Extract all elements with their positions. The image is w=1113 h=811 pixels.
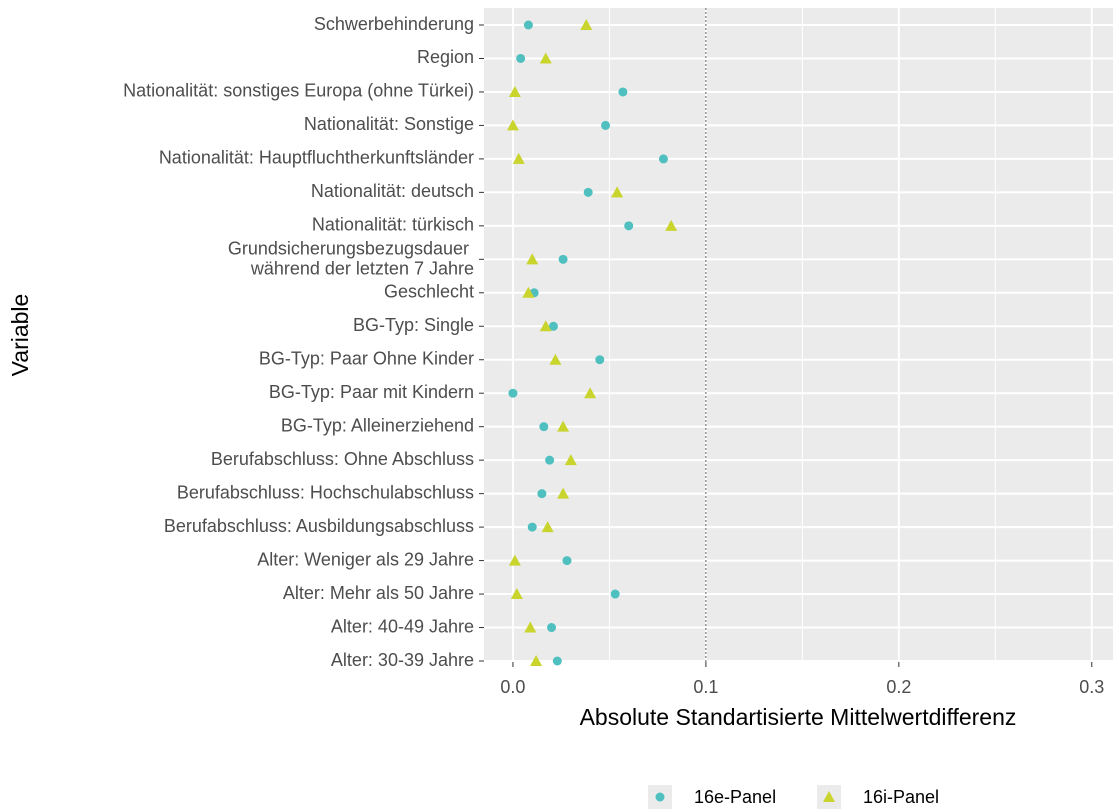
point <box>547 623 557 633</box>
y-tick-label: BG-Typ: Single <box>353 315 474 335</box>
point <box>530 655 543 666</box>
x-tick-label: 0.0 <box>500 677 525 697</box>
y-tick-label: BG-Typ: Alleinerziehend <box>281 415 474 435</box>
point <box>618 87 628 97</box>
y-tick-label: Nationalität: deutsch <box>311 181 474 201</box>
y-tick-label: Schwerbehinderung <box>314 14 474 34</box>
x-tick-label: 0.2 <box>886 677 911 697</box>
point <box>562 556 572 566</box>
point <box>548 321 558 331</box>
point <box>552 656 562 666</box>
legend-marker <box>823 791 835 802</box>
y-tick-label: Berufabschluss: Hochschulabschluss <box>177 482 474 502</box>
y-tick-label: Geschlecht <box>384 282 474 302</box>
y-tick-label: Nationalität: Sonstige <box>304 114 474 134</box>
x-tick-label: 0.3 <box>1079 677 1104 697</box>
point <box>611 186 624 198</box>
y-tick-label: BG-Typ: Paar Ohne Kinder <box>259 348 474 368</box>
y-tick-label: Nationalität: Hauptfluchtherkunftsländer <box>159 148 474 168</box>
point <box>624 221 634 231</box>
point <box>508 388 518 398</box>
x-axis-label: Absolute Standartisierte Mittelwertdiffe… <box>580 704 1017 730</box>
legend-marker <box>655 792 665 802</box>
point <box>506 119 519 131</box>
point <box>508 85 521 97</box>
y-tick-label: BG-Typ: Paar mit Kindern <box>269 382 474 402</box>
point <box>539 422 549 432</box>
point <box>524 621 537 633</box>
point <box>665 219 678 231</box>
point <box>527 522 537 532</box>
y-tick-label: Alter: 30-39 Jahre <box>331 650 474 670</box>
legend-label: 16e-Panel <box>694 787 776 807</box>
point <box>557 420 570 432</box>
point <box>541 521 554 533</box>
panel <box>484 8 1113 662</box>
point <box>516 53 526 63</box>
point <box>512 152 525 164</box>
point <box>539 52 552 64</box>
point <box>522 286 535 298</box>
point <box>557 487 570 499</box>
point <box>526 253 539 265</box>
point <box>508 554 521 566</box>
point <box>549 353 562 365</box>
y-tick-label: Nationalität: türkisch <box>312 215 474 235</box>
y-tick-label: Alter: Mehr als 50 Jahre <box>283 583 474 603</box>
point <box>558 254 568 264</box>
y-tick-label: Nationalität: sonstiges Europa (ohne Tür… <box>123 81 474 101</box>
point <box>580 19 593 30</box>
x-tick-label: 0.1 <box>693 677 718 697</box>
y-tick-label: Berufabschluss: Ohne Abschluss <box>211 449 474 469</box>
y-tick-label: Region <box>417 47 474 67</box>
point <box>658 154 668 164</box>
point <box>545 455 555 465</box>
point <box>564 454 577 466</box>
y-axis-label: Variable <box>7 294 33 377</box>
point <box>510 588 523 600</box>
point <box>539 320 552 332</box>
point <box>583 187 593 197</box>
point <box>537 489 547 499</box>
point <box>595 355 605 365</box>
y-tick-label: Alter: 40-49 Jahre <box>331 616 474 636</box>
point <box>601 120 611 130</box>
point <box>584 387 597 399</box>
y-tick-label: Berufabschluss: Ausbildungsabschluss <box>164 516 474 536</box>
y-tick-label: Grundsicherungsbezugsdauer während der l… <box>228 238 474 278</box>
legend-label: 16i-Panel <box>863 787 939 807</box>
y-tick-label: Alter: Weniger als 29 Jahre <box>257 549 474 569</box>
point <box>523 20 533 30</box>
point <box>610 589 620 599</box>
